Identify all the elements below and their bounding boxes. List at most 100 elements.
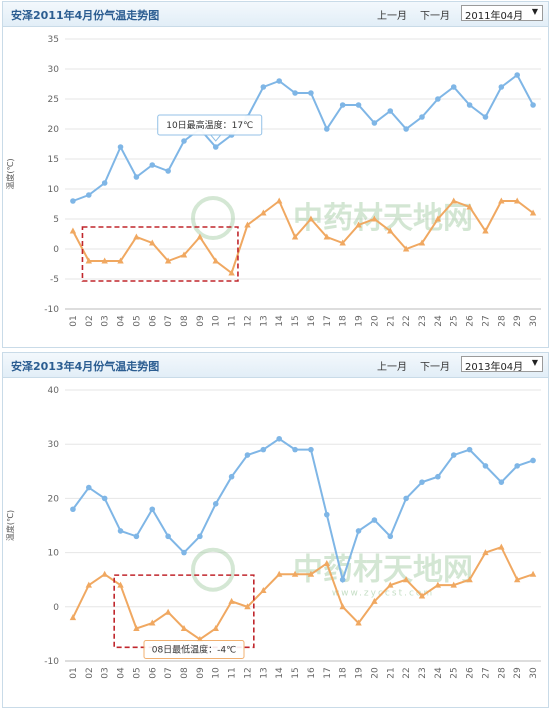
x-tick-label: 10 (212, 667, 222, 679)
high-temp-point (260, 84, 267, 90)
high-temp-point (117, 528, 124, 534)
y-tick-label: 25 (48, 95, 59, 105)
x-tick-label: 17 (323, 315, 333, 326)
high-temp-point (70, 198, 76, 204)
high-temp-point (133, 533, 140, 540)
high-temp-point (292, 90, 298, 96)
x-tick-label: 07 (164, 315, 174, 326)
low-temp-point (498, 197, 505, 204)
high-temp-point (530, 457, 536, 464)
high-temp-point (482, 114, 489, 120)
high-temp-point (276, 78, 283, 84)
y-tick-label: 10 (48, 185, 60, 195)
low-temp-point (339, 603, 346, 610)
low-temp-point (117, 257, 124, 264)
high-temp-point (308, 90, 314, 96)
x-tick-label: 03 (101, 315, 111, 326)
low-temp-point (498, 543, 505, 550)
x-tick-label: 17 (323, 667, 333, 678)
panel-header: 安泽2013年4月份气温走势图 上一月 下一月 2013年04月 ▼ (3, 353, 548, 378)
low-temp-point (307, 570, 315, 577)
low-temp-point (355, 221, 362, 228)
x-tick-label: 26 (466, 667, 476, 679)
high-temp-point (498, 84, 505, 90)
chevron-down-icon: ▼ (531, 7, 538, 16)
y-tick-label: 15 (48, 155, 59, 165)
high-temp-point (181, 549, 187, 556)
high-temp-line (72, 73, 534, 202)
x-tick-label: 24 (434, 667, 444, 679)
x-tick-label: 08 (180, 667, 190, 679)
y-tick-label: 20 (48, 125, 60, 135)
high-temp-point (466, 102, 473, 108)
high-temp-point (308, 446, 314, 453)
low-temp-point (276, 570, 283, 577)
y-tick-label: 0 (53, 603, 59, 613)
low-temp-point (101, 257, 108, 264)
high-temp-point (419, 114, 425, 120)
x-tick-label: 23 (418, 315, 428, 326)
low-temp-point (260, 587, 267, 594)
y-tick-label: 20 (48, 494, 60, 504)
month-select[interactable]: 2013年04月 ▼ (461, 356, 543, 373)
highlight-box (81, 226, 239, 282)
high-temp-point (101, 495, 108, 502)
high-temp-point (530, 102, 536, 108)
x-tick-label: 15 (291, 667, 301, 678)
low-temp-point (212, 624, 219, 631)
x-tick-label: 23 (418, 667, 428, 678)
high-temp-point (403, 126, 409, 132)
high-temp-point (260, 446, 267, 453)
high-temp-point (339, 102, 346, 108)
low-temp-point (133, 624, 140, 631)
y-tick-label: 40 (48, 386, 60, 396)
x-tick-label: 14 (275, 315, 285, 327)
tooltip-pointer (209, 134, 222, 142)
x-tick-label: 09 (196, 667, 206, 679)
low-temp-line (72, 199, 534, 275)
low-temp-point (133, 233, 140, 240)
x-tick-label: 04 (117, 315, 127, 327)
low-temp-point (212, 257, 219, 264)
high-temp-point (181, 138, 187, 144)
high-temp-point (86, 192, 92, 198)
high-temp-point (133, 174, 140, 180)
chart-panel-2013: 安泽2013年4月份气温走势图 上一月 下一月 2013年04月 ▼ -10 0 1… (2, 352, 549, 708)
high-temp-point (387, 108, 394, 114)
low-temp-point (514, 197, 521, 204)
low-temp-point (164, 608, 172, 615)
x-tick-label: 19 (355, 667, 365, 679)
high-temp-point (466, 446, 473, 453)
watermark-text: 中药材天地网 (293, 553, 473, 588)
low-temp-point (228, 597, 235, 604)
high-temp-point (86, 484, 92, 491)
y-tick-label: 30 (48, 440, 60, 450)
low-temp-point (244, 221, 251, 228)
x-tick-label: 02 (85, 315, 95, 326)
prev-month-button[interactable]: 上一月 (377, 11, 407, 22)
next-month-button[interactable]: 下一月 (420, 362, 450, 373)
next-month-button[interactable]: 下一月 (420, 11, 450, 22)
panel-title: 安泽2011年4月份气温走势图 (11, 9, 160, 22)
x-tick-label: 13 (259, 315, 269, 326)
low-temp-point (402, 576, 410, 583)
month-select[interactable]: 2011年04月 ▼ (461, 5, 543, 22)
low-temp-point (514, 576, 521, 583)
high-temp-point (482, 463, 489, 469)
prev-month-button[interactable]: 上一月 (377, 362, 407, 373)
y-tick-label: 30 (48, 65, 60, 75)
low-temp-point (149, 239, 156, 246)
tooltip-text: 08日最低温度：-4℃ (152, 643, 237, 655)
low-temp-point (450, 581, 457, 588)
watermark-logo-icon (191, 196, 235, 240)
low-temp-point (529, 570, 537, 577)
chevron-down-icon: ▼ (531, 358, 538, 367)
x-tick-label: 11 (228, 667, 238, 678)
y-tick-label: 5 (53, 215, 59, 225)
low-temp-point (450, 197, 457, 204)
low-temp-point (434, 215, 442, 222)
low-temp-point (466, 203, 473, 210)
high-temp-point (387, 533, 394, 540)
x-tick-label: 09 (196, 315, 206, 327)
high-temp-point (450, 84, 457, 90)
